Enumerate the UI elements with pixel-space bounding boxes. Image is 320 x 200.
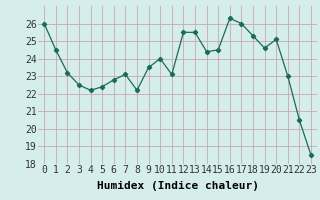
X-axis label: Humidex (Indice chaleur): Humidex (Indice chaleur) — [97, 181, 259, 191]
